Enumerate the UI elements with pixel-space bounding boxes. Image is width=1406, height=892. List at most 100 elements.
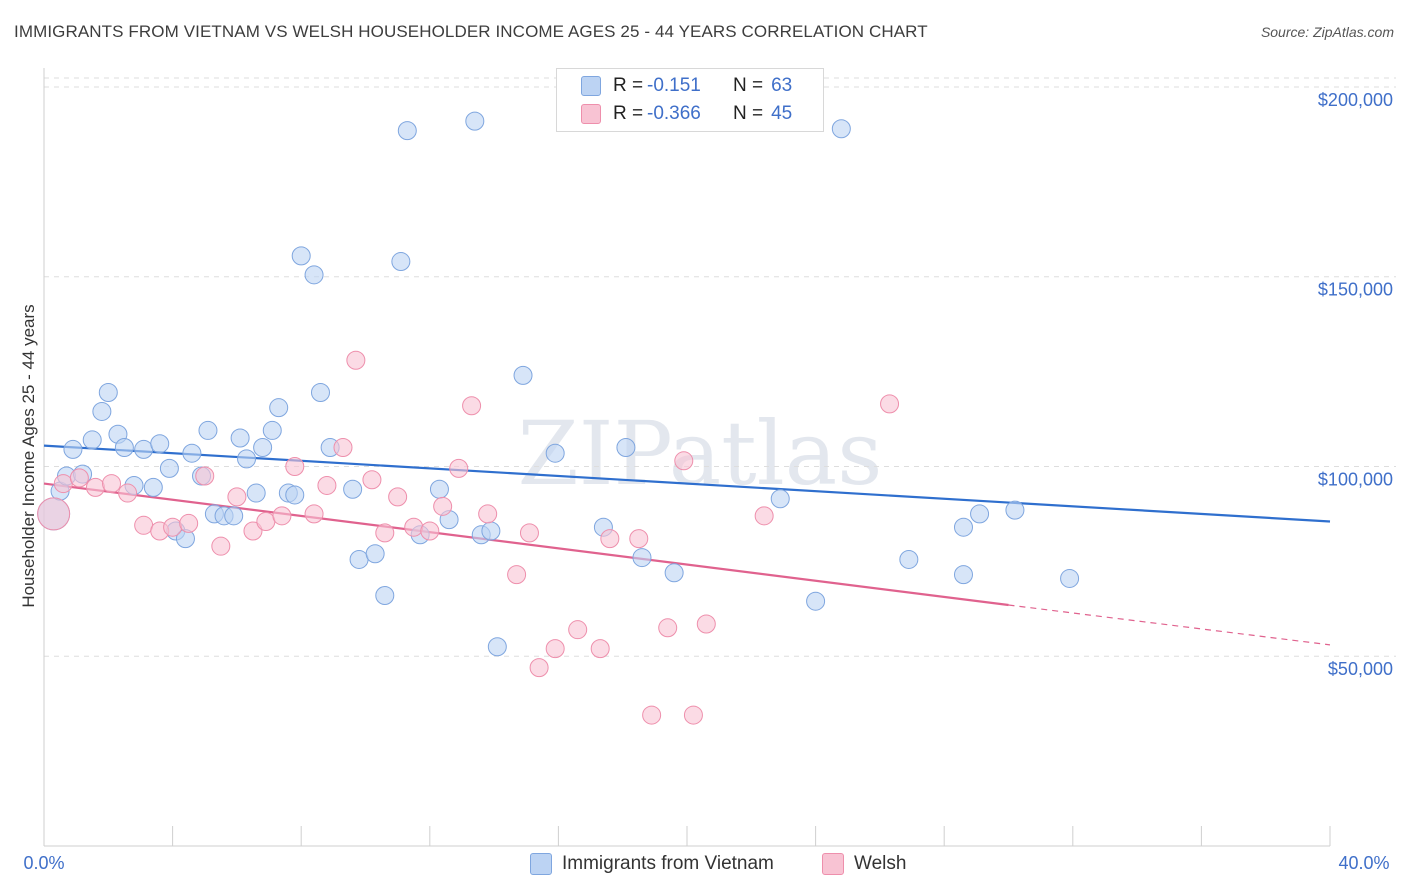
welsh-point xyxy=(590,639,610,659)
welsh-point xyxy=(37,497,71,531)
vietnam-point xyxy=(616,438,636,458)
welsh-point xyxy=(163,517,183,537)
vietnam-point xyxy=(1005,500,1025,520)
welsh-point xyxy=(243,521,263,541)
welsh-point xyxy=(529,658,549,678)
welsh-point xyxy=(118,483,138,503)
legend-row-vietnam: R = -0.151 N = 63 xyxy=(581,73,792,99)
welsh-point xyxy=(420,521,440,541)
y-axis-title: Householder Income Ages 25 - 44 years xyxy=(19,304,38,607)
welsh-point xyxy=(754,506,774,526)
bottom-legend-welsh: Welsh xyxy=(822,852,906,876)
vietnam-point xyxy=(182,443,202,463)
vietnam-point xyxy=(375,586,395,606)
welsh-point xyxy=(53,474,73,494)
welsh-point xyxy=(462,396,482,416)
vietnam-point xyxy=(391,252,411,272)
vietnam-point xyxy=(770,489,790,509)
vietnam-point xyxy=(285,485,305,505)
n-value: 45 xyxy=(771,103,793,124)
source-label: Source: ZipAtlas.com xyxy=(1260,24,1394,40)
vietnam-point xyxy=(970,504,990,524)
vietnam-point xyxy=(545,443,565,463)
welsh-point xyxy=(683,705,703,725)
y-tick-label: $100,000 xyxy=(1318,469,1393,489)
legend-label-vietnam: Immigrants from Vietnam xyxy=(562,853,774,874)
vietnam-point xyxy=(632,548,652,568)
legend-swatch-pink xyxy=(581,104,601,124)
bottom-legend-vietnam: Immigrants from Vietnam xyxy=(530,852,774,876)
vietnam-point xyxy=(664,563,684,583)
vietnam-point xyxy=(1060,568,1080,588)
vietnam-point xyxy=(262,420,282,440)
vietnam-point xyxy=(365,544,385,564)
legend-label-welsh: Welsh xyxy=(854,853,907,874)
y-tick-label: $200,000 xyxy=(1318,90,1393,110)
welsh-point xyxy=(85,477,105,497)
vietnam-point xyxy=(343,479,363,499)
welsh-point xyxy=(304,504,324,524)
y-tick-label: $150,000 xyxy=(1318,280,1393,300)
vietnam-point xyxy=(806,591,826,611)
vietnam-point xyxy=(224,506,244,526)
n-label: N = xyxy=(733,75,764,96)
welsh-point xyxy=(404,517,424,537)
vietnam-point xyxy=(953,517,973,537)
vietnam-point xyxy=(63,439,83,459)
welsh-point xyxy=(674,451,694,471)
r-value: -0.151 xyxy=(647,75,701,96)
legend-swatch-blue xyxy=(530,853,552,875)
welsh-point xyxy=(285,456,305,476)
welsh-point xyxy=(256,512,276,532)
welsh-point xyxy=(658,618,678,638)
trend-lines xyxy=(43,444,1331,646)
welsh-point xyxy=(880,394,900,414)
welsh-point xyxy=(388,487,408,507)
vietnam-point xyxy=(150,434,170,454)
welsh-point xyxy=(211,536,231,556)
welsh-point xyxy=(102,474,122,494)
chart-title: IMMIGRANTS FROM VIETNAM VS WELSH HOUSEHO… xyxy=(14,22,928,41)
n-value: 63 xyxy=(771,75,793,96)
welsh-trend-extension xyxy=(1008,604,1331,646)
vietnam-point xyxy=(349,549,369,569)
vietnam-point xyxy=(134,439,154,459)
vietnam-point xyxy=(429,479,449,499)
vietnam-point xyxy=(487,637,507,657)
welsh-trend-line xyxy=(43,482,1009,607)
welsh-point xyxy=(478,504,498,524)
axes xyxy=(43,68,1331,847)
vietnam-point xyxy=(253,438,273,458)
vietnam-point xyxy=(899,549,919,569)
welsh-point xyxy=(69,468,89,488)
vietnam-point xyxy=(465,111,485,131)
welsh-point xyxy=(545,639,565,659)
r-value: -0.366 xyxy=(647,103,701,124)
watermark: ZIPatlas xyxy=(518,402,883,505)
welsh-point xyxy=(519,523,539,543)
welsh-point xyxy=(179,513,199,533)
welsh-point xyxy=(600,529,620,549)
welsh-point xyxy=(362,470,382,490)
welsh-point xyxy=(507,565,527,585)
welsh-point xyxy=(642,705,662,725)
x-tick-label: 0.0% xyxy=(23,853,64,873)
vietnam-trend-line xyxy=(43,444,1331,523)
vietnam-point xyxy=(831,119,851,139)
legend-row-welsh: R = -0.366 N = 45 xyxy=(581,101,792,127)
vietnam-point xyxy=(291,246,311,266)
vietnam-point xyxy=(114,438,134,458)
stats-legend: R = -0.151 N = 63 R = -0.366 N = 45 xyxy=(556,68,824,132)
welsh-point xyxy=(433,496,453,516)
welsh-point xyxy=(629,529,649,549)
vietnam-point xyxy=(397,121,417,141)
welsh-point xyxy=(317,475,337,495)
welsh-point xyxy=(568,620,588,640)
y-tick-label: $50,000 xyxy=(1328,659,1393,679)
vietnam-point xyxy=(513,365,533,385)
welsh-point xyxy=(346,350,366,370)
vietnam-point xyxy=(237,449,257,469)
welsh-point xyxy=(449,458,469,478)
welsh-point xyxy=(272,506,292,526)
